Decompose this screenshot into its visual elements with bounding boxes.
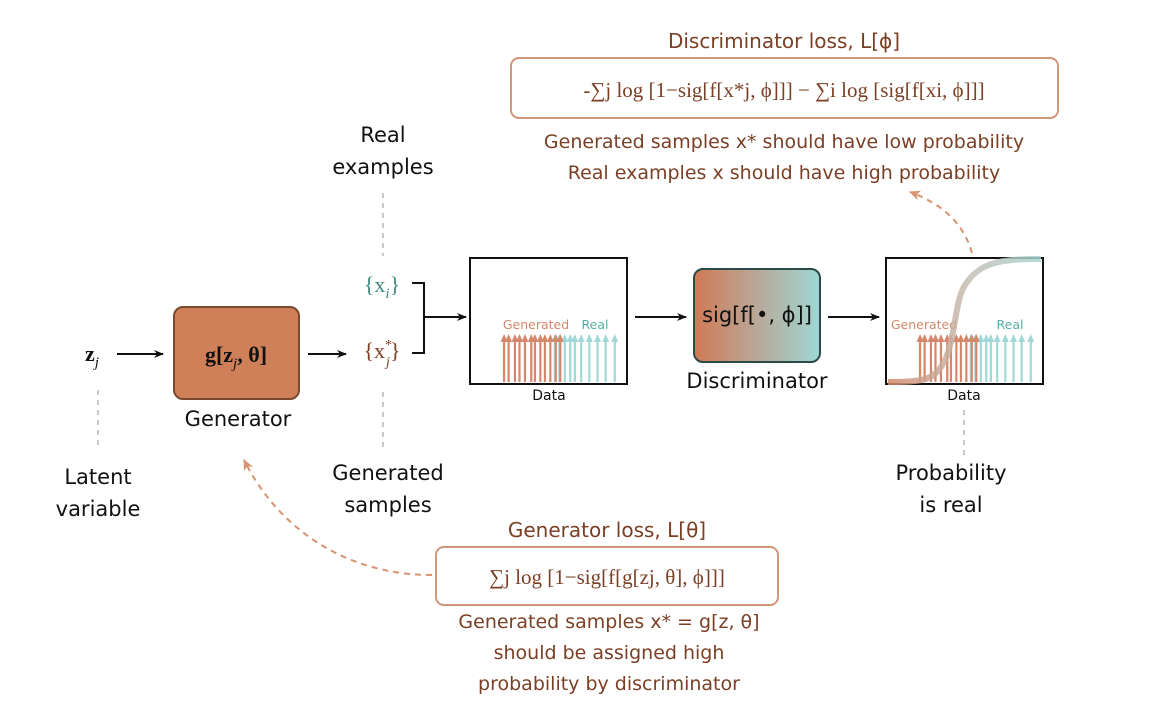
generator-box [173, 306, 300, 400]
generated-samples-line-1: Generated [332, 461, 443, 485]
right-generated-sample-head-8 [957, 334, 965, 342]
left-real-sample-head-2 [561, 334, 569, 342]
right-generated-sample-head-11 [972, 334, 980, 342]
left-generated-sample-head-11 [556, 334, 564, 342]
left-generated-sample-head-3 [515, 334, 523, 342]
data-plot-right: Generated Real Data [885, 256, 1044, 404]
data-plot-left-frame [469, 257, 628, 385]
sets-bracket [412, 282, 425, 354]
right-real-sample-head-6 [1001, 334, 1009, 342]
discriminator-expression: sig[f[•, ϕ]] [702, 303, 812, 327]
probability-label-line-2: is real [919, 493, 982, 517]
latent-label-line-2: variable [56, 497, 141, 521]
left-generated-sample-head-6 [531, 334, 539, 342]
discriminator-loss-title: Discriminator loss, L[ϕ] [668, 29, 900, 53]
left-generated-sample-head-0 [500, 334, 508, 342]
discriminator-loss-box [510, 57, 1059, 119]
right-generated-sample-head-3 [931, 334, 939, 342]
generator-loss-note-3: probability by discriminator [478, 673, 740, 695]
generator-loss-note-2: should be assigned high [494, 642, 725, 664]
generator-loss-note-1: Generated samples x* = g[z, θ] [458, 611, 759, 633]
left-real-sample-head-4 [571, 334, 579, 342]
right-generated-sample-head-10 [968, 334, 976, 342]
real-examples-line-1: Real [360, 123, 405, 147]
left-real-sample-head-6 [585, 334, 593, 342]
generator-loss-box [435, 546, 779, 606]
discriminator-box [693, 268, 821, 363]
right-real-sample-head-9 [1027, 334, 1035, 342]
data-plot-left-generated-label: Generated [503, 317, 569, 332]
generated-samples-line-2: samples [344, 493, 431, 517]
data-plot-left: Generated Real Data [469, 257, 628, 404]
left-real-sample-head-8 [602, 334, 610, 342]
generator-loss-formula: ∑j log [1−sig[f[g[zj, θ], ϕ]]] [489, 565, 725, 589]
right-real-sample-head-2 [977, 334, 985, 342]
left-real-sample-head-5 [577, 334, 585, 342]
data-plot-left-xlabel: Data [532, 388, 565, 404]
discriminator-label: Discriminator [686, 369, 828, 393]
latent-label-line-1: Latent [64, 465, 131, 489]
left-generated-sample-head-2 [511, 334, 519, 342]
generator-expression: g[zj, θ] [205, 342, 267, 372]
left-generated-sample-head-9 [546, 334, 554, 342]
right-real-sample-head-7 [1010, 334, 1018, 342]
left-real-sample-head-9 [611, 334, 619, 342]
latent-symbol: zj [85, 341, 99, 371]
right-generated-sample-head-2 [927, 334, 935, 342]
data-plot-left-marks [500, 334, 619, 382]
left-generated-sample-head-7 [536, 334, 544, 342]
left-real-sample-head-7 [594, 334, 602, 342]
right-generated-sample-head-0 [916, 334, 924, 342]
data-plot-left-real-label: Real [582, 317, 609, 332]
data-plot-right-marks [916, 334, 1035, 382]
discriminator-loss-note-1: Generated samples x* should have low pro… [544, 131, 1024, 153]
right-generated-sample-head-4 [937, 334, 945, 342]
data-plot-right-xlabel: Data [947, 388, 980, 404]
data-plot-right-frame [885, 257, 1044, 385]
discriminator-feedback-arrow [909, 190, 973, 254]
left-generated-sample-head-4 [521, 334, 529, 342]
left-real-sample-head-3 [566, 334, 574, 342]
data-plot-right-generated-label: Generated [891, 317, 957, 332]
real-set-symbol: {xi} [364, 272, 400, 302]
discriminator-loss-note-2: Real examples x should have high probabi… [568, 162, 1000, 184]
discriminator-loss-formula: -∑j log [1−sig[f[x*j, ϕ]]] − ∑i log [sig… [583, 78, 984, 102]
real-examples-line-2: examples [332, 155, 433, 179]
generator-label: Generator [185, 407, 292, 431]
right-real-sample-head-4 [987, 334, 995, 342]
right-generated-sample-head-1 [921, 334, 929, 342]
data-plot-right-real-label: Real [997, 317, 1024, 332]
right-generated-sample-head-7 [952, 334, 960, 342]
right-real-sample-head-8 [1018, 334, 1026, 342]
probability-label-line-1: Probability [895, 461, 1006, 485]
left-generated-sample-head-1 [505, 334, 513, 342]
left-generated-sample-head-10 [552, 334, 560, 342]
right-generated-sample-head-9 [962, 334, 970, 342]
left-generated-sample-head-8 [541, 334, 549, 342]
sigmoid-curve [887, 256, 1042, 385]
generated-set-symbol: {x* j} [363, 338, 400, 370]
right-real-sample-head-3 [982, 334, 990, 342]
generator-loss-title: Generator loss, L[θ] [508, 518, 706, 542]
right-real-sample-head-5 [993, 334, 1001, 342]
